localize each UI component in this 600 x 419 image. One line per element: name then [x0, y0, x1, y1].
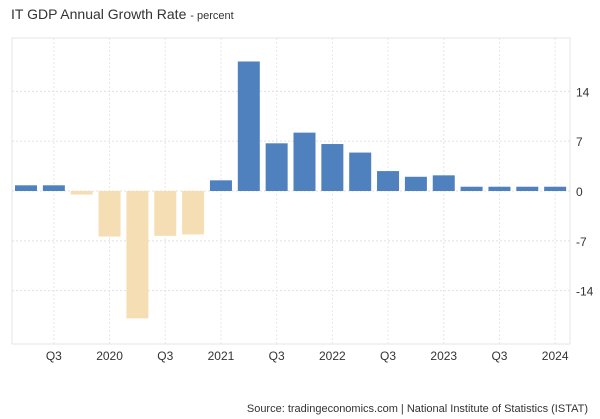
x-tick-label: Q3: [491, 349, 507, 363]
x-tick-label: 2023: [430, 349, 457, 363]
y-tick-label: 0: [576, 185, 583, 199]
bar-negative: [70, 191, 93, 195]
bar-positive: [15, 185, 37, 191]
y-tick-label: -7: [576, 235, 587, 249]
bar-negative: [182, 191, 205, 235]
x-tick-label: Q3: [157, 349, 173, 363]
bar-positive: [349, 152, 372, 191]
x-tick-label: 2022: [319, 349, 346, 363]
y-tick-label: 14: [576, 85, 590, 99]
bar-positive: [377, 171, 400, 191]
x-tick-label: 2020: [96, 349, 123, 363]
chart-subtitle: - percent: [190, 10, 234, 22]
bar-positive: [516, 186, 539, 191]
title-text: IT GDP Annual Growth Rate: [11, 6, 187, 22]
bar-positive: [42, 185, 65, 191]
x-tick-label: Q3: [380, 349, 396, 363]
bar-negative: [154, 191, 177, 236]
bar-positive: [460, 186, 483, 191]
x-tick-label: Q3: [269, 349, 285, 363]
bar-positive: [237, 61, 260, 192]
bar-positive: [321, 144, 344, 191]
x-tick-label: 2021: [208, 349, 235, 363]
bar-positive: [209, 180, 232, 191]
bar-positive: [488, 186, 511, 191]
chart-title: IT GDP Annual Growth Rate - percent: [11, 6, 234, 22]
bar-positive: [432, 175, 455, 191]
bar-positive: [265, 143, 288, 191]
bar-positive: [293, 132, 316, 191]
x-tick-label: Q3: [46, 349, 62, 363]
bar-negative: [126, 191, 149, 319]
x-tick-label: 2024: [542, 349, 569, 363]
plot-area: [11, 37, 571, 345]
y-tick-label: 7: [576, 135, 583, 149]
bar-positive: [404, 176, 427, 191]
bar-positive: [544, 186, 567, 191]
bar-negative: [98, 191, 121, 237]
source-note: Source: tradingeconomics.com | National …: [246, 403, 588, 415]
y-tick-label: -14: [576, 285, 594, 299]
